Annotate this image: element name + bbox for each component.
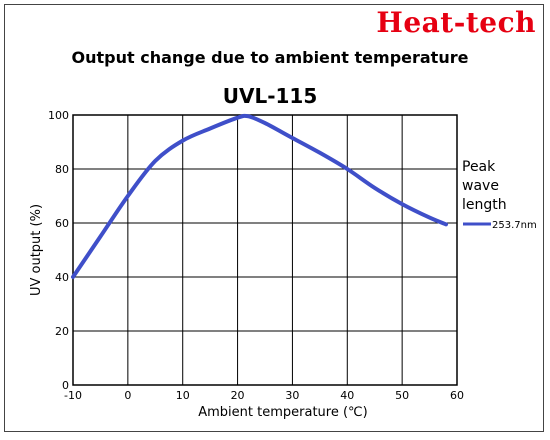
x-tick-label: 50 xyxy=(395,389,409,402)
x-tick-label: -10 xyxy=(64,389,82,402)
chart-title: Output change due to ambient temperature xyxy=(71,48,469,67)
x-tick-label: 40 xyxy=(340,389,354,402)
chart-subtitle: UVL-115 xyxy=(222,84,318,108)
chart-frame xyxy=(4,4,544,432)
plot-area-border xyxy=(72,114,458,386)
x-tick-label: 20 xyxy=(231,389,245,402)
y-tick-label: 40 xyxy=(55,271,69,284)
legend-entry-label: 253.7nm xyxy=(492,220,537,231)
y-tick-label: 60 xyxy=(55,217,69,230)
series-line-253nm xyxy=(71,113,449,279)
legend-title-line: length xyxy=(462,197,507,213)
legend-title-line: Peak xyxy=(462,159,496,175)
y-tick-label: 100 xyxy=(48,109,69,122)
y-tick-label: 80 xyxy=(55,163,69,176)
x-tick-label: 30 xyxy=(285,389,299,402)
legend-title-line: wave xyxy=(462,178,499,194)
y-tick-label: 20 xyxy=(55,325,69,338)
y-tick-label: 0 xyxy=(62,379,69,392)
y-axis-label: UV output (%) xyxy=(29,204,44,296)
x-tick-label: 0 xyxy=(124,389,131,402)
brand-logo: Heat-tech xyxy=(376,6,536,39)
x-tick-label: 60 xyxy=(450,389,464,402)
x-axis-label: Ambient temperature (℃) xyxy=(198,405,367,420)
x-tick-label: 10 xyxy=(176,389,190,402)
